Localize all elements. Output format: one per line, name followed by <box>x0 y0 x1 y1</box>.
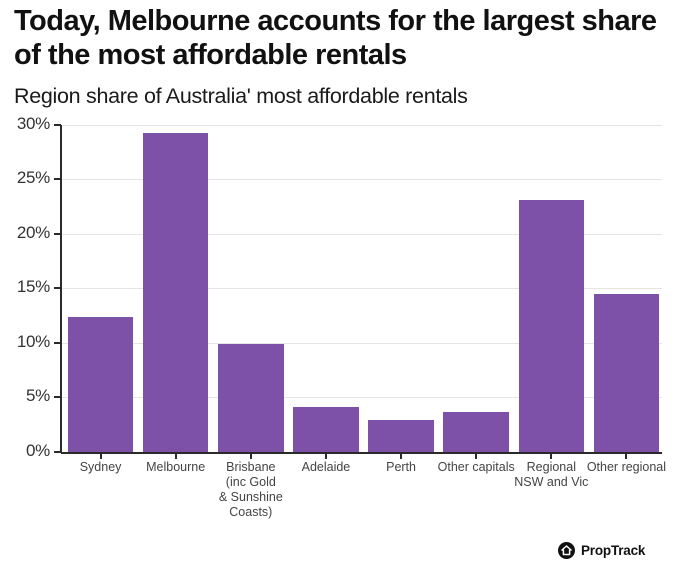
y-tick-label: 15% <box>16 277 50 296</box>
y-tick <box>54 342 61 344</box>
y-tick <box>54 451 61 453</box>
chart-subtitle: Region share of Australia' most affordab… <box>14 84 468 108</box>
bar-perth <box>368 420 434 452</box>
gridline <box>61 397 662 398</box>
x-tick <box>475 453 478 459</box>
proptrack-logo: PropTrack <box>558 542 645 559</box>
y-tick-label: 0% <box>26 441 50 460</box>
x-tick <box>99 453 102 459</box>
y-tick-label: 30% <box>16 114 50 133</box>
x-axis <box>61 452 662 454</box>
x-tick-label: Other regional <box>586 460 667 474</box>
x-tick <box>174 453 177 459</box>
bar-other-capitals <box>443 411 509 452</box>
bar-regional-nsw-and-vic <box>518 199 585 452</box>
gridline <box>61 125 662 126</box>
y-tick-label: 10% <box>16 332 50 351</box>
bar-sydney <box>67 316 134 452</box>
bar-melbourne <box>142 133 209 452</box>
x-tick-label: Perth <box>386 460 416 474</box>
bar-other-regional <box>593 293 660 452</box>
gridline <box>61 234 662 235</box>
y-tick <box>54 178 61 180</box>
gridline <box>61 179 662 180</box>
y-tick-label: 20% <box>16 223 50 242</box>
y-tick-label: 5% <box>26 386 50 405</box>
x-tick <box>550 453 553 459</box>
bar-adelaide <box>293 407 359 452</box>
logo-text: PropTrack <box>581 543 646 558</box>
x-tick <box>625 453 628 459</box>
y-tick-label: 25% <box>16 168 50 187</box>
bar-brisbane-inc-gold-sunshine-coasts <box>218 343 284 452</box>
x-tick <box>400 453 403 459</box>
y-tick <box>54 233 61 235</box>
gridline <box>61 343 662 344</box>
y-axis <box>60 124 62 453</box>
x-tick <box>324 453 327 459</box>
x-tick-label: Brisbane (inc Gold & Sunshine Coasts) <box>218 460 283 519</box>
y-tick <box>54 124 61 126</box>
chart-title: Today, Melbourne accounts for the larges… <box>14 5 657 71</box>
y-tick <box>54 287 61 289</box>
x-tick-label: Adelaide <box>301 460 351 474</box>
x-tick-label: Melbourne <box>146 460 206 474</box>
x-tick <box>249 453 252 459</box>
house-icon <box>558 542 575 559</box>
x-tick-label: Sydney <box>79 460 122 474</box>
gridline <box>61 288 662 289</box>
x-tick-label: Regional NSW and Vic <box>514 460 589 489</box>
x-tick-label: Other capitals <box>437 460 515 474</box>
y-tick <box>54 396 61 398</box>
